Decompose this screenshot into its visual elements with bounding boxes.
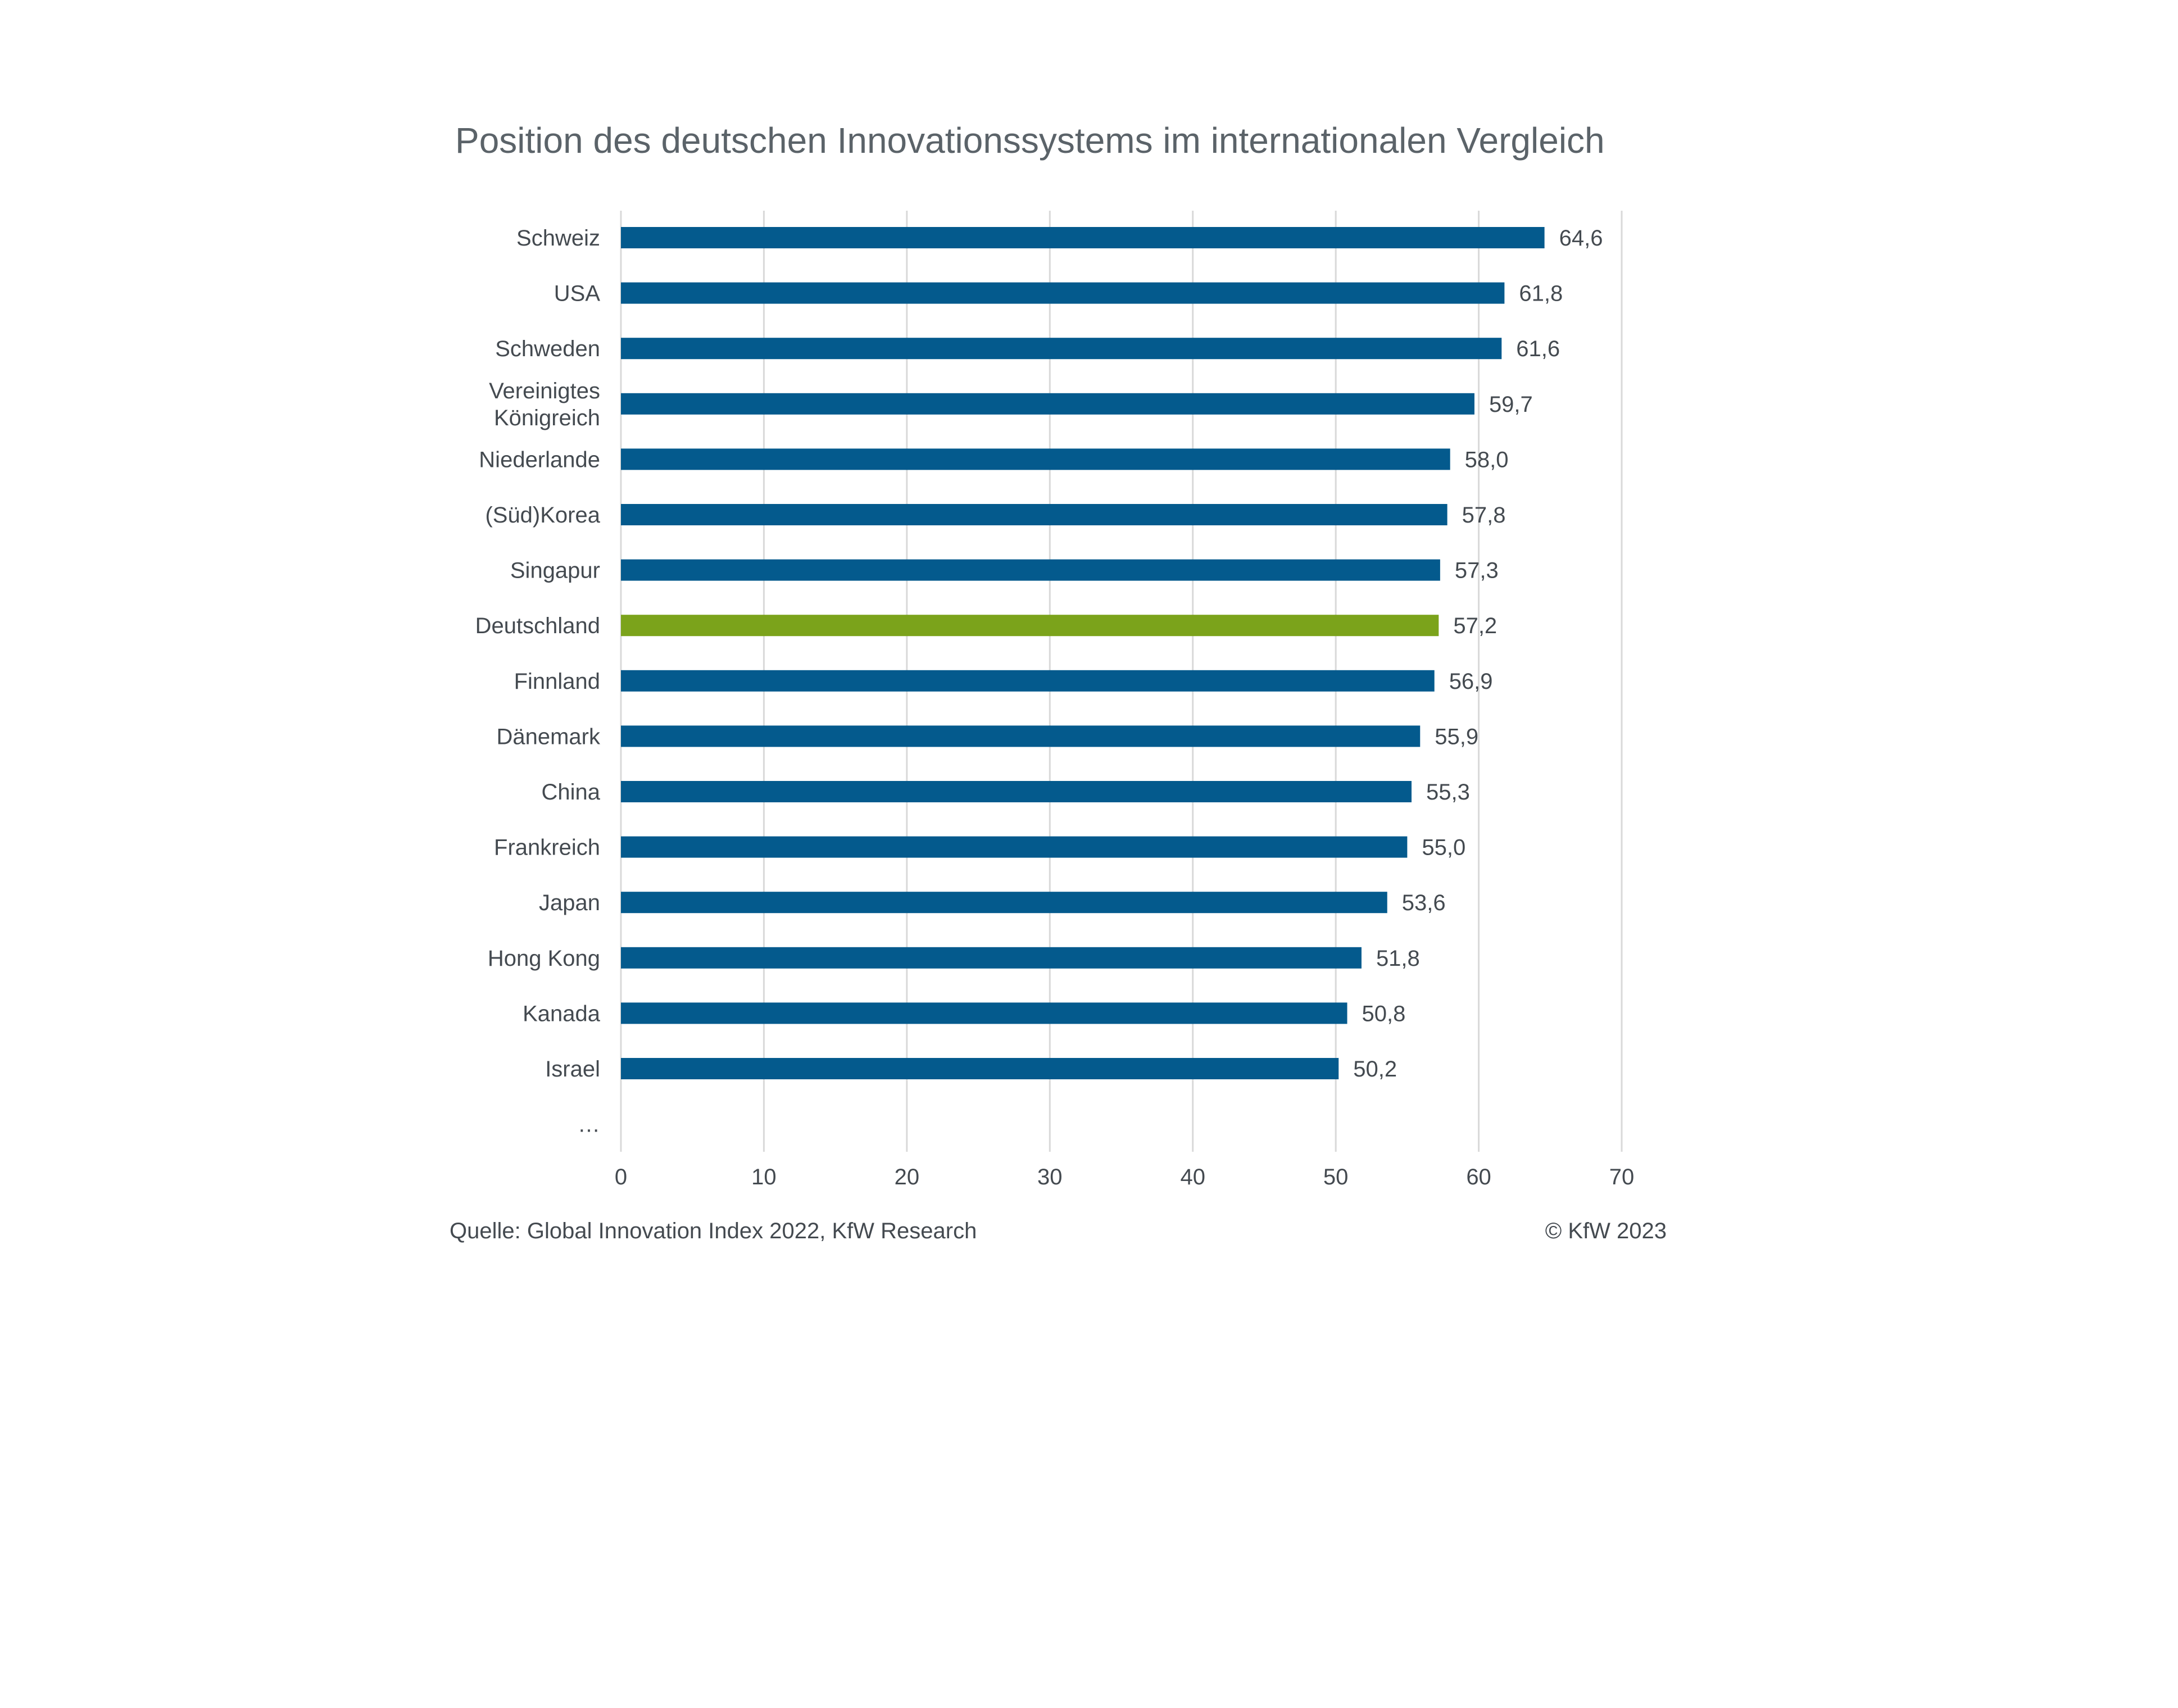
data-label: 59,7 — [1489, 392, 1533, 417]
x-tick-label-20: 20 — [895, 1165, 920, 1189]
bar-kanada — [621, 1002, 1347, 1024]
data-label: 61,8 — [1519, 281, 1563, 306]
data-label: 55,3 — [1426, 780, 1470, 805]
category-label: Kanada — [523, 1001, 601, 1026]
category-label: Frankreich — [494, 835, 600, 860]
category-label: Vereinigtes Königreich — [489, 379, 600, 430]
category-label: China — [541, 780, 600, 805]
category-label: Dänemark — [496, 724, 601, 749]
category-label-line: Königreich — [494, 406, 600, 430]
bar-deutschland — [621, 615, 1439, 637]
data-label: 50,2 — [1353, 1057, 1397, 1082]
bar-usa — [621, 282, 1505, 304]
x-tick-label-60: 60 — [1466, 1165, 1491, 1189]
category-label-line: Vereinigtes — [489, 379, 600, 403]
data-label: 50,8 — [1362, 1001, 1405, 1026]
data-label: 61,6 — [1516, 337, 1560, 361]
bar-singapur — [621, 559, 1440, 581]
category-label: USA — [554, 281, 601, 306]
bar-niederlande — [621, 448, 1450, 470]
bar-finnland — [621, 670, 1435, 692]
x-tick-label-70: 70 — [1609, 1165, 1635, 1189]
category-label: Deutschland — [475, 614, 600, 638]
category-label: Schweden — [495, 337, 600, 361]
x-tick-label-30: 30 — [1037, 1165, 1063, 1189]
data-label: 58,0 — [1465, 447, 1509, 472]
data-label: 64,6 — [1559, 226, 1603, 251]
x-tick-label-40: 40 — [1180, 1165, 1205, 1189]
bar-schweiz — [621, 227, 1545, 248]
category-label: Israel — [545, 1057, 600, 1082]
data-label: 55,9 — [1435, 724, 1478, 749]
bar-schweden — [621, 338, 1502, 360]
value-labels: 64,6 61,8 61,6 59,7 58,0 57,8 57,3 57,2 56,9 55,9… — [1353, 226, 1603, 1082]
data-label: 53,6 — [1402, 891, 1446, 915]
data-label: 57,8 — [1462, 503, 1506, 528]
copyright-note: © KfW 2023 — [1545, 1219, 1667, 1243]
bar--süd-korea — [621, 504, 1448, 525]
category-label: Niederlande — [479, 447, 600, 472]
bar-hong-kong — [621, 947, 1362, 969]
bar-china — [621, 781, 1412, 802]
x-tick-label-50: 50 — [1323, 1165, 1349, 1189]
category-labels: Schweiz USA Schweden Vereinigtes Königreich N… — [475, 226, 601, 1137]
bar-japan — [621, 892, 1387, 914]
data-label: 56,9 — [1449, 669, 1493, 694]
category-label: Schweiz — [516, 226, 600, 251]
data-label: 51,8 — [1376, 946, 1420, 971]
data-label: 55,0 — [1422, 835, 1465, 860]
x-tick-label-0: 0 — [615, 1165, 627, 1189]
category-label: Hong Kong — [488, 946, 600, 971]
category-label: Finnland — [514, 669, 600, 694]
category-label: (Süd)Korea — [485, 503, 600, 528]
data-label: 57,3 — [1455, 558, 1499, 583]
chart-title: Position des deutschen Innovationssystem… — [455, 120, 1605, 161]
data-label: 57,2 — [1453, 614, 1497, 638]
category-label: Singapur — [510, 558, 600, 583]
x-tick-label-10: 10 — [751, 1165, 777, 1189]
bars — [621, 227, 1545, 1079]
source-note: Quelle: Global Innovation Index 2022, Kf… — [450, 1219, 977, 1243]
bar-frankreich — [621, 836, 1408, 858]
x-axis-ticks: 0 10 20 30 40 50 60 70 — [615, 1165, 1634, 1189]
bar-dänemark — [621, 725, 1421, 747]
bar-israel — [621, 1058, 1339, 1079]
category-label: … — [578, 1112, 600, 1137]
category-label: Japan — [539, 891, 600, 915]
bar-vereinigtes-königreich — [621, 393, 1474, 415]
